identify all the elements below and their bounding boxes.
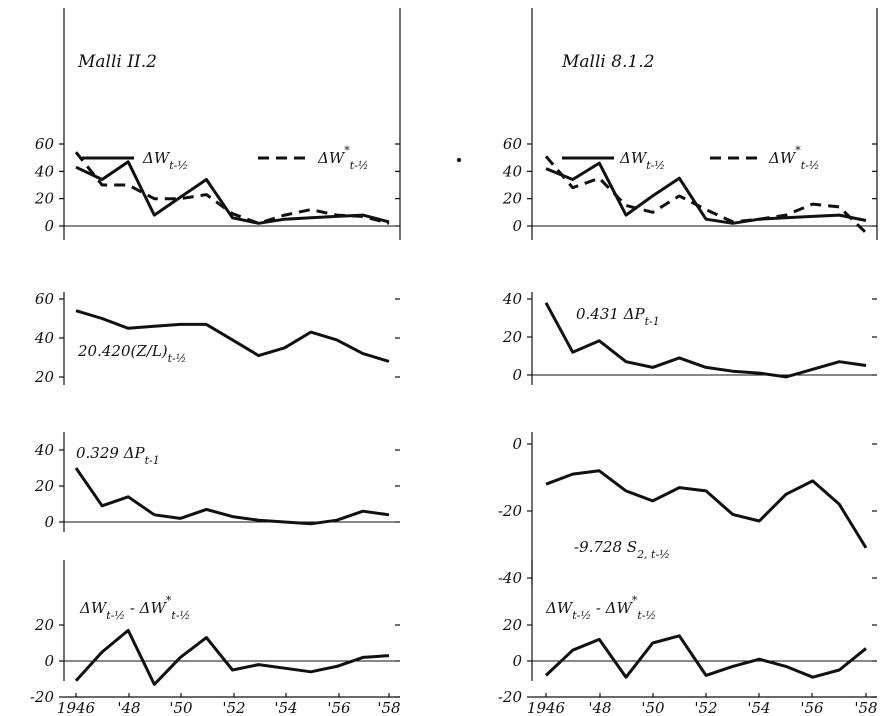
legend-sub: t-½ xyxy=(169,159,188,172)
series-label: 0.329 ΔPt-1 xyxy=(76,444,160,467)
legend-main: ΔW xyxy=(317,149,346,167)
y-tick-label: 0 xyxy=(512,217,522,235)
y-tick-label: 40 xyxy=(34,441,55,459)
legend-label: ΔWt-½ xyxy=(619,149,665,172)
label-main: 20.420(Z/L) xyxy=(77,342,168,360)
legend-sup: * xyxy=(344,144,350,157)
y-tick-label: 60 xyxy=(503,135,523,153)
y-tick-label: 20 xyxy=(502,190,523,208)
panel-3: 0 20 40 0.431 ΔPt-1 xyxy=(502,290,877,385)
panel-2: 20 40 60 20.420(Z/L)t-½ xyxy=(34,290,400,386)
y-tick-label: 20 xyxy=(502,328,523,346)
y-tick-label: 0 xyxy=(512,435,522,453)
y-tick-label: -20 xyxy=(498,502,523,520)
y-tick-label: 60 xyxy=(35,290,55,308)
legend-label: ΔW*t-½ xyxy=(768,144,820,172)
series-label: 0.431 ΔPt-1 xyxy=(576,305,660,328)
series-line-solid xyxy=(74,467,390,526)
x-tick-label: '50 xyxy=(641,699,665,716)
label-sup2: * xyxy=(166,594,172,607)
series-line-solid xyxy=(544,302,867,379)
x-tick-label: '48 xyxy=(117,699,140,716)
label-main: 0.431 ΔP xyxy=(576,305,646,323)
label-sub2: t-½ xyxy=(637,609,656,622)
x-tick-label: 1946 xyxy=(57,699,96,716)
y-tick-label: 20 xyxy=(502,616,523,634)
y-tick-label: 0 xyxy=(512,652,522,670)
x-tick-label: '54 xyxy=(747,699,770,716)
y-tick-label: 60 xyxy=(35,135,55,153)
x-tick-label: '52 xyxy=(694,699,717,716)
series-line-dashed xyxy=(544,155,868,234)
y-tick-label: 20 xyxy=(34,616,55,634)
label-main2: - ΔW xyxy=(591,599,633,617)
y-tick-label: 0 xyxy=(44,217,54,235)
panel-5: -40 -20 0 -9.728 S2, t-½ xyxy=(498,432,877,587)
label-sub2: t-½ xyxy=(171,609,190,622)
legend-label: ΔW*t-½ xyxy=(317,144,369,172)
series-line-solid xyxy=(544,634,867,679)
y-tick-label: 0 xyxy=(44,652,54,670)
y-tick-label: 40 xyxy=(502,162,523,180)
series-line-solid xyxy=(545,161,867,225)
legend-label: ΔWt-½ xyxy=(142,149,188,172)
legend-sub: t-½ xyxy=(646,159,665,172)
x-tick-label: '48 xyxy=(588,699,611,716)
x-tick-label: '58 xyxy=(377,699,400,716)
label-sub: t-½ xyxy=(572,609,591,622)
y-tick-label: -40 xyxy=(498,569,523,587)
y-tick-label: 40 xyxy=(34,162,55,180)
y-tick-label: -20 xyxy=(30,688,55,706)
label-sub: 2, t-½ xyxy=(636,548,670,561)
label-main: -9.728 S xyxy=(574,538,637,556)
legend-sub: t-½ xyxy=(801,159,820,172)
label-sub: t-½ xyxy=(106,609,125,622)
label-main: ΔW xyxy=(545,599,574,617)
y-tick-label: 20 xyxy=(34,368,55,386)
x-tick-label: '52 xyxy=(222,699,245,716)
x-tick-label: 1946 xyxy=(527,699,566,716)
legend-sub: t-½ xyxy=(350,159,369,172)
y-tick-label: -20 xyxy=(498,688,523,706)
y-tick-label: 40 xyxy=(34,329,55,347)
label-sub: t-1 xyxy=(145,454,160,467)
legend-sup: * xyxy=(795,144,801,157)
series-line-dashed xyxy=(74,151,390,225)
y-tick-label: 0 xyxy=(44,513,54,531)
panel-title: Malli 8.1.2 xyxy=(561,52,655,72)
panel-title: Malli II.2 xyxy=(77,52,157,72)
series-line-solid xyxy=(74,628,390,686)
stray-dot xyxy=(457,158,461,162)
label-sup2: * xyxy=(632,594,638,607)
label-sub: t-½ xyxy=(168,352,187,365)
label-sub: t-1 xyxy=(645,315,660,328)
series-label: ΔWt-½ - ΔW*t-½ xyxy=(545,594,656,622)
x-tick-label: '54 xyxy=(274,699,297,716)
x-tick-label: '56 xyxy=(327,699,351,716)
label-main2: - ΔW xyxy=(125,599,167,617)
x-tick-label: '56 xyxy=(800,699,824,716)
legend-main: ΔW xyxy=(142,149,171,167)
series-line-solid xyxy=(545,469,868,549)
series-label: -9.728 S2, t-½ xyxy=(574,538,670,561)
series-line-solid xyxy=(75,309,390,363)
x-tick-label: '50 xyxy=(169,699,193,716)
y-tick-label: 20 xyxy=(34,190,55,208)
legend-main: ΔW xyxy=(619,149,648,167)
y-tick-label: 20 xyxy=(34,477,55,495)
y-tick-label: 40 xyxy=(502,290,523,308)
y-tick-label: 0 xyxy=(512,366,522,384)
x-tick-label: '58 xyxy=(854,699,877,716)
legend-main: ΔW xyxy=(768,149,797,167)
series-label: 20.420(Z/L)t-½ xyxy=(77,342,186,365)
label-main: 0.329 ΔP xyxy=(76,444,146,462)
series-label: ΔWt-½ - ΔW*t-½ xyxy=(79,594,190,622)
label-main: ΔW xyxy=(79,599,108,617)
panel-4: 0 20 40 0.329 ΔPt-1 xyxy=(34,432,400,532)
